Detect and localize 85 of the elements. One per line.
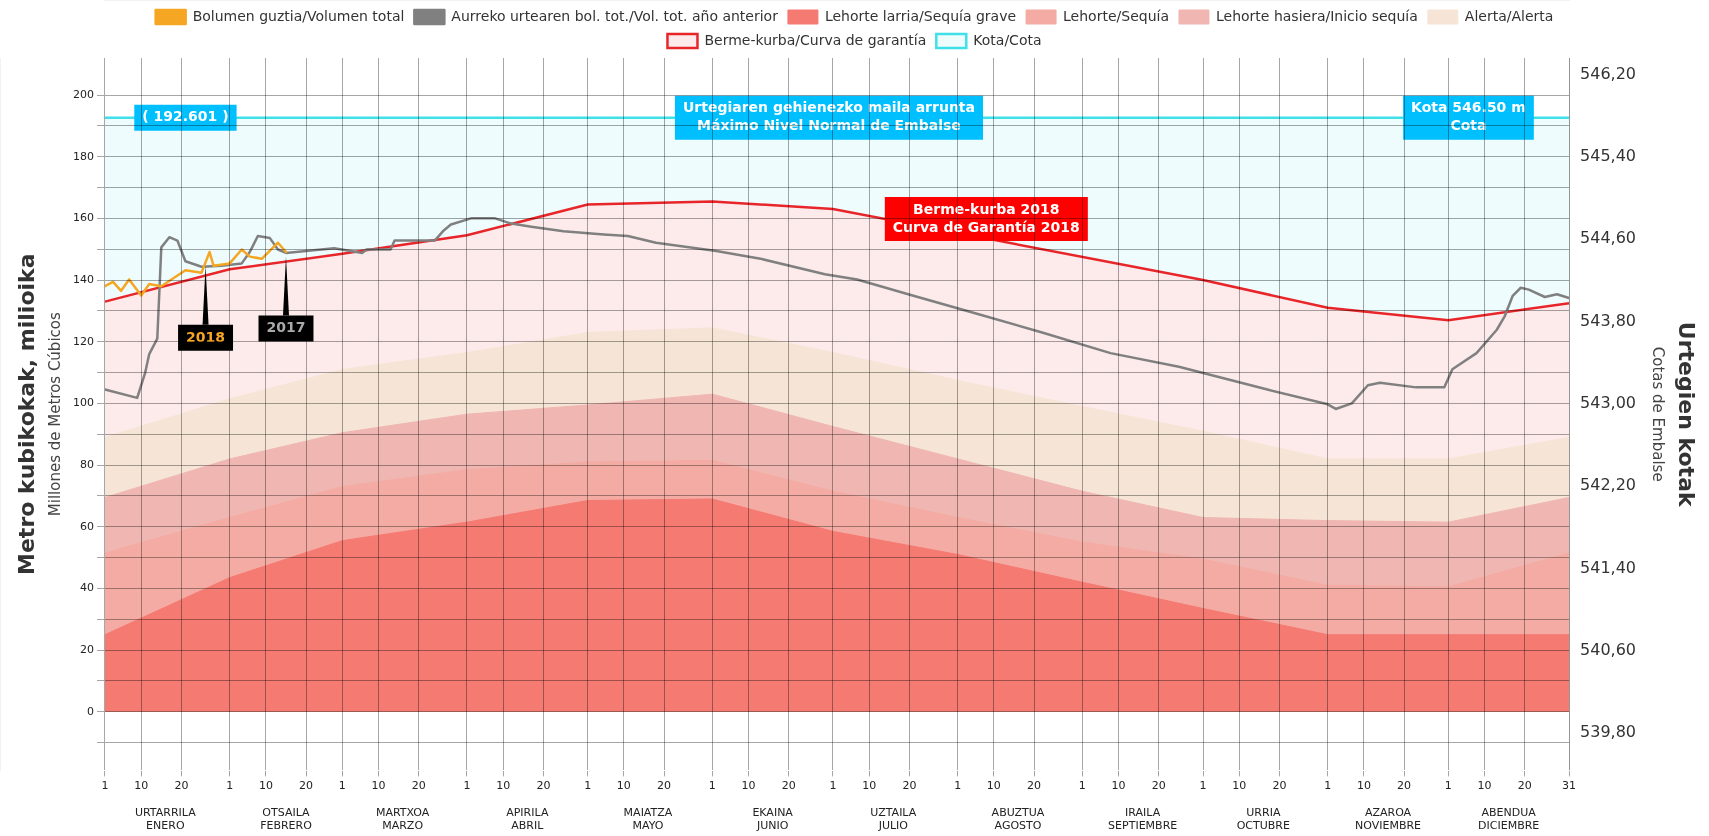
legend-label: Aurreko urtearen bol. tot./Vol. tot. año anterior (451, 7, 779, 24)
y-tick-label: 100 (73, 396, 94, 410)
x2-tick-label: APIRILA ABRIL (506, 806, 549, 833)
x-tick-label: 1 (829, 778, 837, 792)
x2-tick-label: MAIATZA MAYO (623, 806, 673, 833)
x2-tick-label: AZAROA NOVIEMBRE (1355, 806, 1422, 833)
y2-tick-label: 542,20 (1580, 475, 1636, 495)
y-tick-label: 60 (80, 519, 94, 533)
annotation: 2017 (266, 319, 306, 336)
y-tick-label: 140 (73, 272, 94, 286)
annotation: ( 192.601 ) (142, 108, 229, 125)
x-tick-label: 20 (411, 778, 426, 792)
x-tick-label: 10 (1477, 778, 1492, 792)
x2-tick-label: IRAILA SEPTIEMBRE (1108, 806, 1178, 833)
x-tick-label: 20 (299, 778, 314, 792)
y2-tick-label: 546,20 (1580, 63, 1636, 83)
x2-tick-label: EKAINA JUNIO (752, 806, 794, 833)
x-tick-label: 1 (954, 778, 962, 792)
x-tick-label: 1 (1199, 778, 1207, 792)
x-tick-label: 1 (338, 778, 346, 792)
x-tick-label: 20 (781, 778, 796, 792)
x-tick-label: 1 (226, 778, 234, 792)
legend-label: Berme-kurba/Curva de garantía (704, 31, 927, 48)
x-tick-label: 20 (1517, 778, 1532, 792)
annotation: 2018 (186, 328, 226, 345)
x-tick-label: 20 (1272, 778, 1287, 792)
x-tick-label: 1 (1444, 778, 1452, 792)
y-tick-label: 40 (80, 581, 94, 595)
legend-label: Alerta/Alerta (1464, 7, 1554, 24)
x-tick-label: 20 (174, 778, 189, 792)
y-tick-label: 200 (73, 87, 94, 101)
x-tick-label: 20 (657, 778, 672, 792)
x-tick-label: 1 (584, 778, 592, 792)
legend-label: Lehorte/Sequía (1063, 7, 1169, 24)
annotation: Kota 546.50 m Cota (1411, 99, 1526, 134)
x-tick-label: 10 (1232, 778, 1247, 792)
x-tick-label: 1 (101, 778, 109, 792)
x-tick-label: 20 (1397, 778, 1412, 792)
x-tick-label: 31 (1562, 778, 1577, 792)
y2-tick-label: 539,80 (1580, 722, 1636, 742)
legend-label: Kota/Cota (973, 31, 1042, 48)
y-tick-label: 20 (80, 642, 94, 656)
y-tick-label: 160 (73, 211, 94, 225)
x-tick-label: 20 (1151, 778, 1166, 792)
y-tick-label: 180 (73, 149, 94, 163)
y2-tick-label: 543,00 (1580, 393, 1636, 413)
y-tick-label: 120 (73, 334, 94, 348)
x-tick-label: 10 (371, 778, 386, 792)
x-tick-label: 1 (1324, 778, 1332, 792)
y-tick-label: 0 (87, 704, 94, 718)
y-axis-title: Metro kubikokak, milioika Millones de Metros Cúbicos (13, 253, 64, 575)
annotation: Urtegiaren gehienezko maila arrunta Máximo Nivel Normal de Embalse (682, 99, 975, 134)
x-tick-label: 10 (258, 778, 273, 792)
x-tick-label: 20 (1027, 778, 1042, 792)
x2-tick-label: URTARRILA ENERO (134, 806, 197, 833)
x-tick-label: 10 (862, 778, 877, 792)
x2-tick-label: OTSAILA FEBRERO (260, 806, 313, 833)
annotation: Berme-kurba 2018 Curva de Garantía 2018 (892, 200, 1080, 235)
x-tick-label: 1 (463, 778, 471, 792)
y2-tick-label: 544,60 (1580, 228, 1636, 248)
y2-tick-label: 545,40 (1580, 145, 1636, 165)
x2-tick-label: URRIA OCTUBRE (1236, 806, 1291, 833)
y2-axis-title: Urtegien kotak Cotas de Embalse (1649, 321, 1700, 508)
y2-tick-label: 540,60 (1580, 640, 1636, 660)
x-tick-label: 10 (496, 778, 511, 792)
legend-label: Lehorte hasiera/Inicio sequía (1215, 7, 1418, 24)
y2-tick-label: 541,40 (1580, 557, 1636, 577)
x-tick-label: 20 (536, 778, 551, 792)
x2-tick-label: UZTAILA JULIO (870, 806, 917, 833)
x-tick-label: 1 (1078, 778, 1086, 792)
y2-tick-label: 543,80 (1580, 310, 1636, 330)
x-tick-label: 10 (741, 778, 756, 792)
y-tick-label: 80 (80, 457, 94, 471)
x-tick-label: 10 (1356, 778, 1371, 792)
x2-tick-label: ABENDUA DICIEMBRE (1478, 806, 1540, 833)
x-tick-label: 10 (1111, 778, 1126, 792)
x-tick-label: 20 (902, 778, 917, 792)
legend-label: Lehorte larria/Sequía grave (824, 7, 1017, 24)
x-tick-label: 10 (986, 778, 1001, 792)
legend-label: Bolumen guztia/Volumen total (192, 7, 405, 24)
x-tick-label: 10 (616, 778, 631, 792)
x-tick-label: 10 (134, 778, 149, 792)
x2-tick-label: MARTXOA MARZO (375, 806, 430, 833)
x-tick-label: 1 (708, 778, 716, 792)
x2-tick-label: ABUZTUA AGOSTO (991, 806, 1045, 833)
